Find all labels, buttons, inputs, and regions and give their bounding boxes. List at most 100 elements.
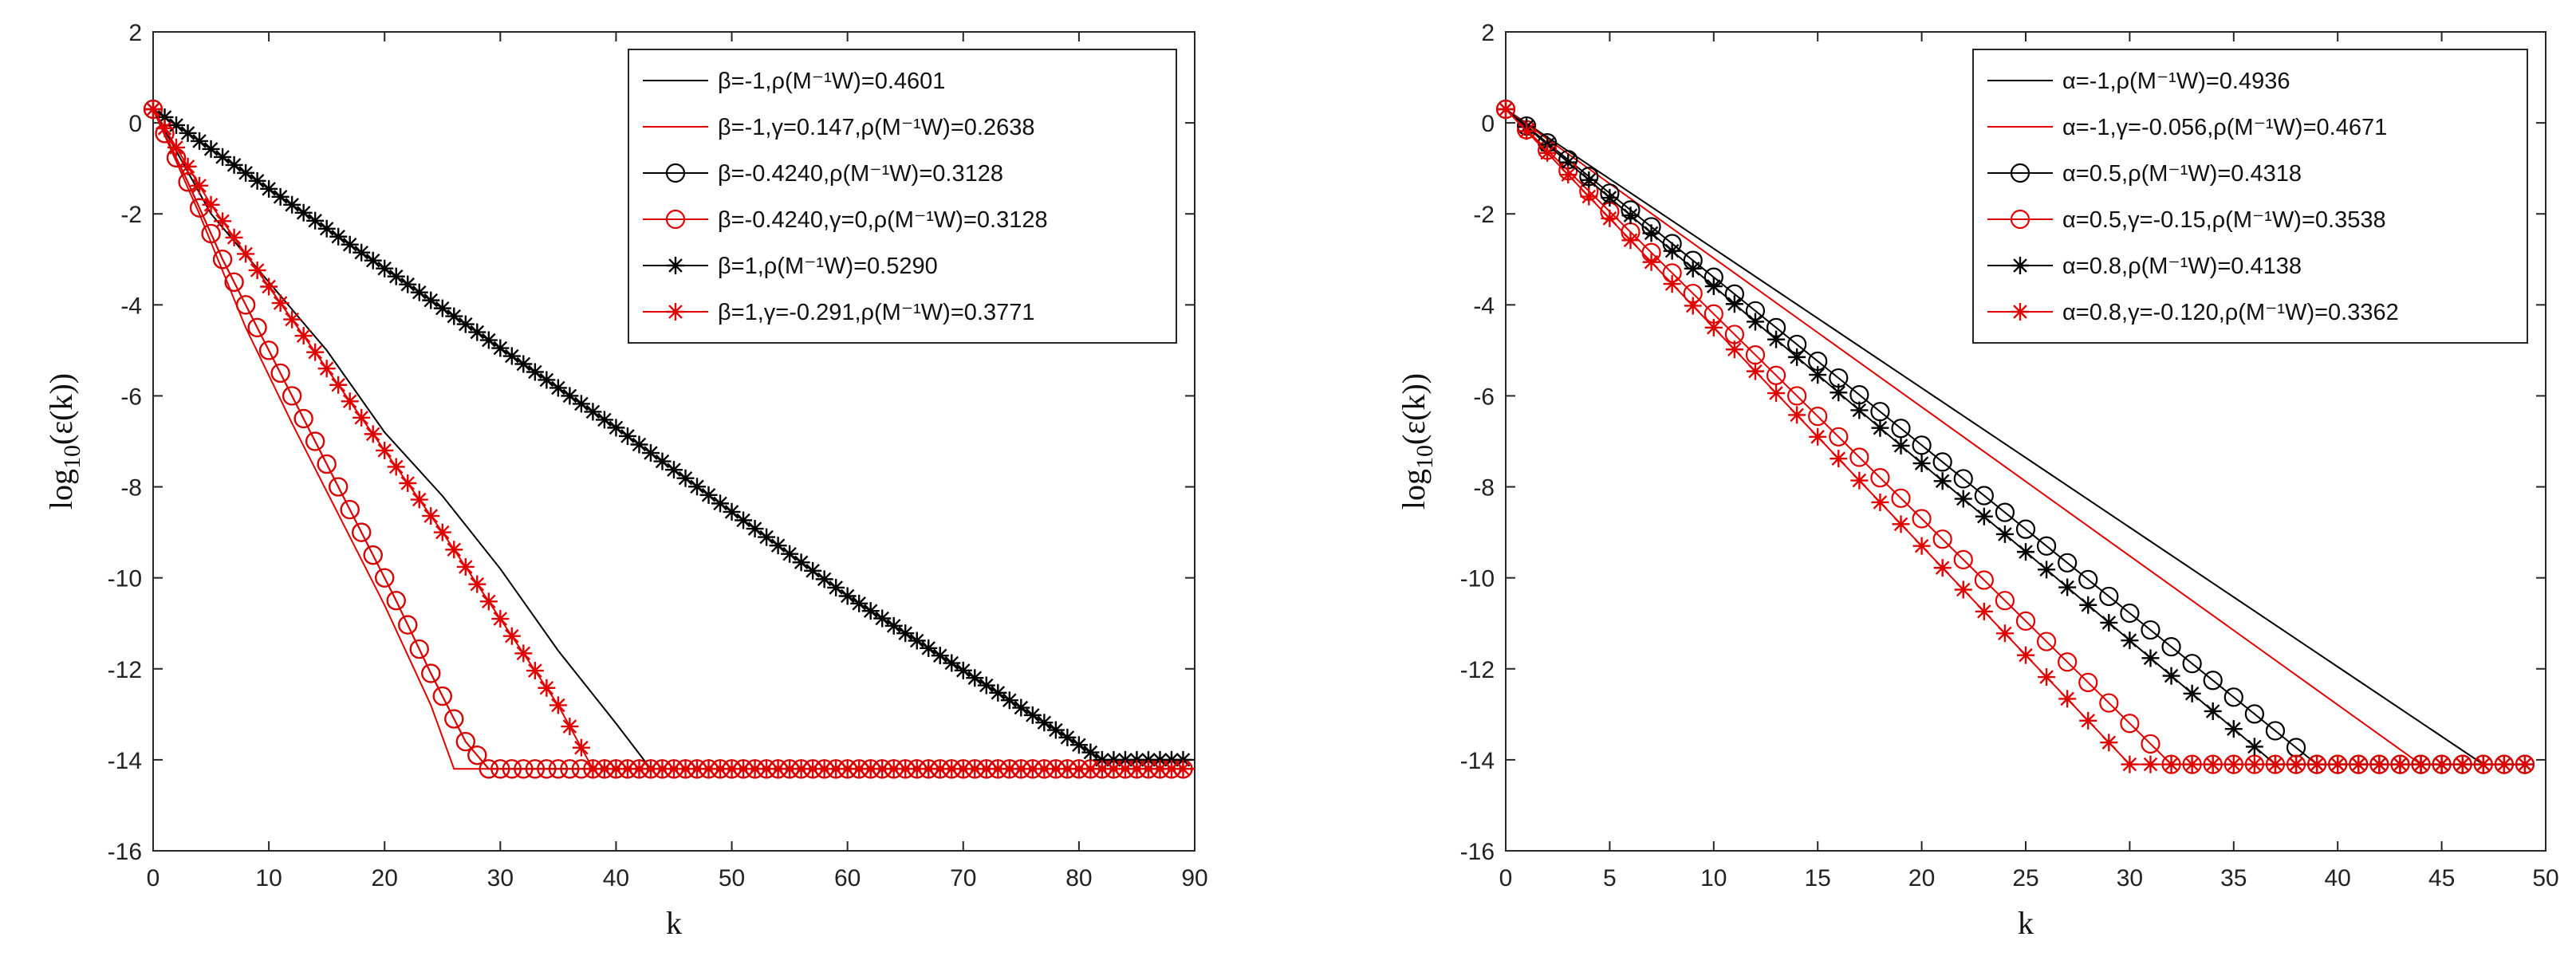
y-tick-label: -2 <box>120 202 142 228</box>
series-marker <box>1808 407 1828 427</box>
series-marker <box>2329 755 2347 773</box>
series-marker <box>387 458 405 476</box>
series-marker <box>584 403 602 421</box>
series-marker <box>1704 318 1723 336</box>
series-marker <box>1151 750 1169 769</box>
y-tick-label: 2 <box>128 20 142 46</box>
series-marker <box>2058 690 2077 708</box>
series-marker <box>2432 755 2451 773</box>
legend-box <box>628 49 1177 344</box>
series-marker <box>1788 406 1806 424</box>
series-marker <box>676 760 695 778</box>
series-marker <box>1995 525 2014 543</box>
series-marker <box>490 759 510 779</box>
series-marker <box>514 644 533 663</box>
series-marker <box>1162 760 1180 778</box>
legend-entry: β=-1,ρ(M⁻¹W)=0.4601 <box>718 69 945 94</box>
series-marker <box>514 759 534 779</box>
series-marker <box>954 760 972 778</box>
series-marker <box>1830 450 1848 468</box>
series-marker <box>1975 507 1993 525</box>
series-marker <box>1105 750 1123 769</box>
series-marker <box>271 187 290 206</box>
series-marker <box>2017 646 2034 664</box>
legend-marker <box>2010 209 2030 230</box>
y-tick-label: -4 <box>1473 293 1495 319</box>
series-marker <box>1518 122 1536 140</box>
series-marker <box>329 376 348 394</box>
legend-marker <box>665 209 686 230</box>
series-marker <box>549 696 567 714</box>
series-marker <box>1892 515 1910 533</box>
y-axis-label: log10(ε(k)) <box>1396 373 1438 510</box>
series-marker <box>2141 734 2160 754</box>
series-marker <box>665 461 683 479</box>
legend-entry: β=-0.4240,ρ(M⁻¹W)=0.3128 <box>718 161 1003 187</box>
series-marker <box>491 610 510 628</box>
series-marker <box>607 760 625 778</box>
x-tick-label: 50 <box>719 865 745 891</box>
series-marker <box>804 760 822 778</box>
series-marker <box>1116 760 1134 778</box>
series-marker <box>723 502 741 521</box>
series-marker <box>468 575 486 593</box>
series-marker <box>364 251 382 270</box>
x-tick-label: 15 <box>1805 865 1831 891</box>
series-marker <box>353 243 371 262</box>
series-marker <box>688 760 707 778</box>
series-marker <box>341 235 359 254</box>
series-marker <box>931 647 949 665</box>
series-marker <box>861 602 880 620</box>
series-marker <box>1974 486 1994 506</box>
series-marker <box>804 561 822 580</box>
y-tick-label: 0 <box>128 111 142 137</box>
series-marker <box>2224 720 2243 738</box>
series-marker <box>1093 760 1111 778</box>
series-marker <box>1684 297 1702 315</box>
series-marker <box>758 760 776 778</box>
series-marker <box>1000 760 1018 778</box>
series-marker <box>306 343 325 361</box>
series-marker <box>167 138 186 156</box>
legend: β=-1,ρ(M⁻¹W)=0.4601 β=-1,γ=0.147,ρ(M⁻¹W)=… <box>628 49 1177 344</box>
series-marker <box>966 669 984 687</box>
series-marker <box>815 760 833 778</box>
series-line <box>152 108 1195 770</box>
series-marker <box>2203 671 2223 691</box>
series-marker <box>954 661 972 679</box>
series-marker <box>224 272 244 292</box>
series-marker <box>2058 553 2078 573</box>
series-marker <box>202 140 220 158</box>
y-tick-label: 2 <box>1481 20 1495 46</box>
series-marker <box>1953 469 1973 489</box>
series-marker <box>1809 427 1827 446</box>
series-marker <box>1912 435 1932 455</box>
series-marker <box>2204 755 2222 773</box>
legend-box <box>1972 49 2528 344</box>
series-marker <box>1787 386 1807 406</box>
x-tick-label: 35 <box>2220 865 2247 891</box>
x-tick-label: 70 <box>950 865 976 891</box>
y-tick-label: -12 <box>108 657 142 683</box>
series-marker <box>2100 613 2118 632</box>
series-marker <box>225 228 243 246</box>
series-marker <box>341 392 359 411</box>
series-marker <box>2015 519 2036 539</box>
y-axis-label: log10(ε(k)) <box>43 373 85 510</box>
series-0-1 <box>152 108 1195 770</box>
series-marker <box>2038 561 2056 579</box>
y-tick-label: -10 <box>1460 566 1495 592</box>
legend-entry: β=-0.4240,γ=0,ρ(M⁻¹W)=0.3128 <box>718 207 1048 233</box>
series-marker <box>735 760 753 778</box>
series-marker <box>2161 637 2181 657</box>
series-marker <box>2079 596 2097 614</box>
series-marker <box>861 760 880 778</box>
series-marker <box>386 591 406 611</box>
series-marker <box>248 171 266 190</box>
series-marker <box>2121 632 2139 650</box>
legend-marker <box>665 163 686 183</box>
y-tick-label: -8 <box>1473 475 1495 502</box>
x-tick-label: 5 <box>1603 865 1617 891</box>
series-marker <box>421 663 441 683</box>
x-tick-label: 90 <box>1181 865 1207 891</box>
